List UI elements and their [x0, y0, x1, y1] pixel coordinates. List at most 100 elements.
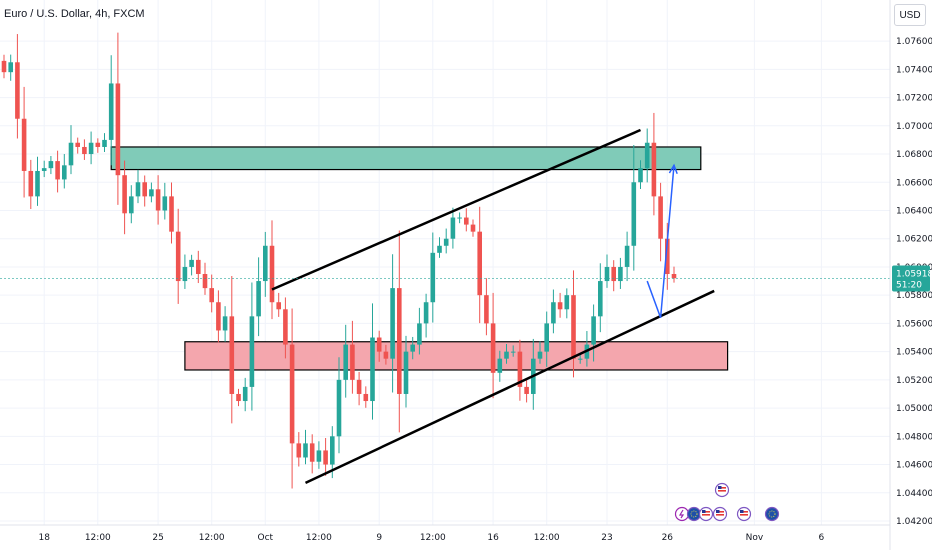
- currency-button[interactable]: USD: [894, 4, 926, 26]
- x-tick-label: 12:00: [306, 533, 332, 543]
- candle-body: [135, 182, 141, 197]
- candle-body: [517, 351, 523, 387]
- candle-body: [276, 302, 281, 310]
- candle-body: [129, 196, 134, 214]
- eu-flag-icon: [686, 506, 702, 522]
- candle-body: [122, 175, 127, 214]
- grid: [0, 0, 890, 525]
- lightning-icon: [674, 506, 690, 522]
- candle-body: [15, 62, 20, 119]
- candle-body: [437, 245, 442, 253]
- x-tick-label: 9: [376, 533, 382, 543]
- candle-body: [289, 344, 295, 444]
- candle-body: [162, 196, 168, 211]
- chart-title: Euro / U.S. Dollar, 4h, FXCM: [4, 8, 145, 20]
- candle-body: [296, 443, 302, 458]
- resistance-zone: [110, 146, 702, 171]
- y-tick-label: 1.04600: [896, 461, 932, 471]
- stars: [690, 510, 698, 518]
- candle-body: [115, 83, 121, 176]
- y-tick-label: 1.07200: [896, 94, 932, 104]
- candle-body: [631, 182, 637, 246]
- y-tick-label: 1.04200: [896, 517, 932, 527]
- us-flag-icon: [698, 506, 714, 522]
- us-flag-icon: [714, 482, 730, 498]
- candle-body: [624, 245, 630, 267]
- price-axis[interactable]: 1.07600 1.07400 1.07200 1.07000 1.06800 1.066…: [896, 37, 932, 527]
- candle-body: [450, 217, 456, 239]
- candle-body: [544, 323, 549, 352]
- candle-body: [665, 238, 670, 274]
- candle-body: [1, 60, 7, 73]
- candle-body: [316, 450, 322, 462]
- candle-body: [571, 295, 576, 359]
- candle-body: [383, 351, 389, 359]
- candle-body: [55, 161, 60, 180]
- x-tick-label: 12:00: [85, 533, 111, 543]
- event-icons: [674, 482, 780, 522]
- candle-body: [209, 288, 214, 303]
- candle-body: [537, 351, 543, 359]
- candle-body: [551, 302, 556, 324]
- y-tick-label: 1.06800: [896, 150, 932, 160]
- candle-body: [95, 142, 101, 147]
- projection-arrowhead: [668, 163, 678, 175]
- y-tick-label: 1.07600: [896, 37, 932, 47]
- icon-ring: [764, 506, 780, 522]
- candle-body: [356, 379, 362, 394]
- eu-flag-icon: [764, 506, 780, 522]
- candle-body: [611, 266, 616, 282]
- y-tick-label: 1.05000: [896, 404, 932, 414]
- candle-body: [484, 295, 489, 324]
- flag-canton: [718, 486, 722, 489]
- candle-body: [564, 295, 570, 310]
- candle-body: [68, 142, 74, 166]
- current-price-tag: 1.05918 51:20: [892, 265, 932, 292]
- candle-body: [370, 337, 375, 402]
- us-flag-icon: [736, 506, 752, 522]
- candle-body: [256, 281, 261, 317]
- candle-body: [309, 443, 315, 462]
- stars: [768, 510, 776, 518]
- candle-body: [216, 302, 221, 331]
- support-zone: [184, 341, 729, 371]
- candle-body: [430, 252, 436, 303]
- y-tick-label: 1.06200: [896, 235, 932, 245]
- candle-body: [28, 170, 34, 197]
- candle-body: [591, 316, 596, 345]
- candle-body: [102, 139, 107, 147]
- candle-body: [658, 196, 663, 239]
- candles-layer: [1, 32, 677, 489]
- candle-body: [477, 231, 482, 296]
- candle-body: [504, 351, 509, 359]
- flag-stripe: [716, 511, 724, 513]
- y-tick-label: 1.04400: [896, 489, 932, 499]
- flag-stripe: [702, 511, 710, 513]
- x-tick-label: 23: [601, 533, 612, 543]
- candle-body: [464, 217, 469, 225]
- flag-canton: [740, 510, 744, 513]
- candle-body: [75, 142, 80, 147]
- candle-body: [598, 281, 603, 317]
- candle-body: [470, 224, 476, 232]
- upper-trendline: [271, 128, 641, 291]
- x-tick-label: Nov: [746, 533, 764, 543]
- candle-body: [510, 351, 516, 353]
- candle-body: [82, 146, 87, 155]
- trendline-layer: [0, 128, 890, 485]
- icon-ring: [674, 506, 690, 522]
- candle-body: [249, 316, 255, 387]
- us-flag-icon: [712, 506, 728, 522]
- y-tick-label: 1.06400: [896, 206, 932, 216]
- y-tick-label: 1.05400: [896, 348, 932, 358]
- flag-stripe: [740, 511, 748, 513]
- y-tick-label: 1.07400: [896, 65, 932, 75]
- candle-body: [8, 62, 13, 73]
- candle-body: [524, 386, 529, 394]
- price-tag-countdown: 51:20: [896, 281, 922, 291]
- time-axis[interactable]: 18 12:00 25 12:00 Oct 12:00 9 12:00 16 12:00 23 26 N…: [38, 533, 824, 543]
- candle-body: [638, 168, 643, 183]
- flag-stripe: [740, 514, 748, 516]
- candle-body: [410, 344, 415, 352]
